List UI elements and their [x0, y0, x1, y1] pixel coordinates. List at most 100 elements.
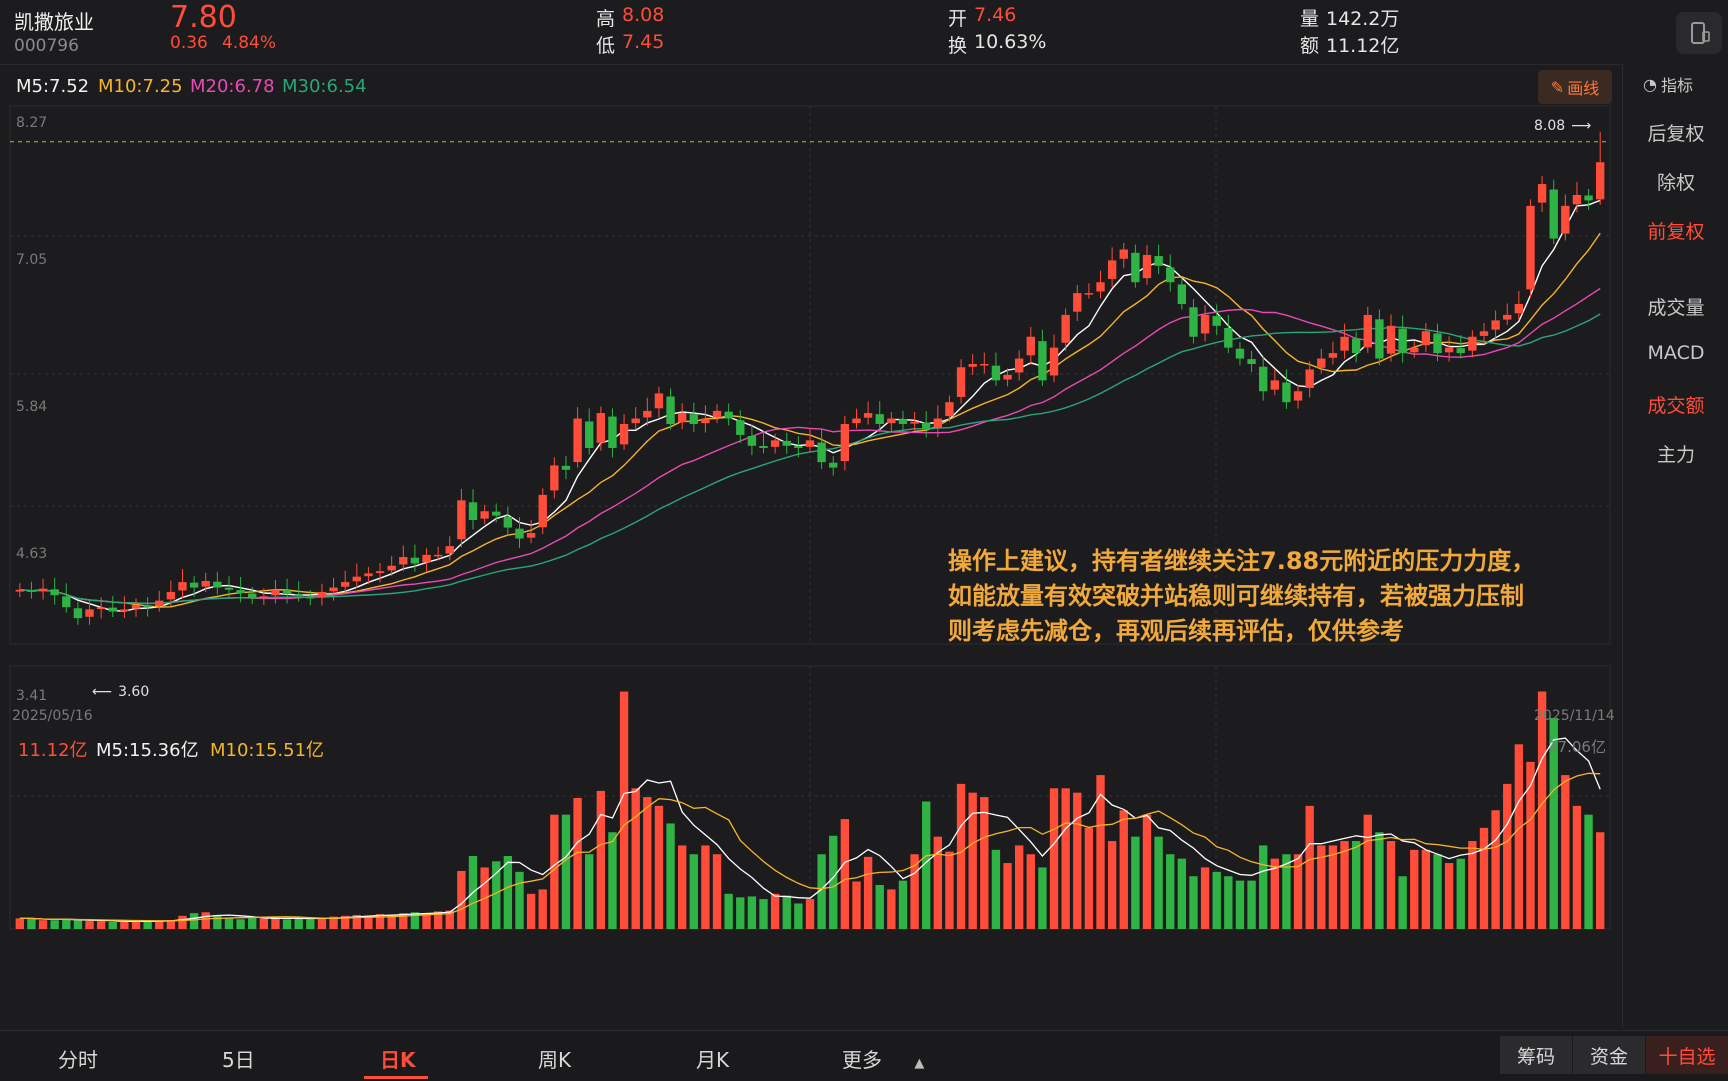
candle: [573, 418, 582, 463]
tab-more[interactable]: 更多 ▲: [842, 1048, 925, 1072]
candle: [422, 554, 431, 563]
tab-daily-k[interactable]: 日K: [380, 1048, 416, 1072]
candle: [143, 605, 152, 608]
volume-bar: [155, 921, 164, 929]
volume-bar: [1282, 854, 1291, 929]
amount-label: 额: [1300, 35, 1320, 57]
rp-item-macd[interactable]: MACD: [1647, 342, 1705, 364]
tab-5day[interactable]: 5日: [222, 1048, 255, 1072]
candle: [689, 414, 698, 424]
candle: [759, 446, 768, 448]
candle: [317, 591, 327, 598]
volume-bar: [189, 913, 199, 929]
candle: [131, 605, 141, 609]
annotation-line-3: 则考虑先减仓，再观后续再评估，仅供参考: [948, 617, 1404, 645]
candles: [15, 131, 1605, 625]
volume-bar: [1398, 876, 1407, 929]
rp-item-turnover-amount[interactable]: 成交额: [1647, 395, 1705, 417]
candle: [340, 582, 350, 587]
candle: [445, 546, 454, 554]
annotation-line-1: 操作上建议，持有者继续关注7.88元附近的压力力度，: [948, 547, 1536, 575]
chart-grid: [9, 105, 1611, 930]
kline-chart[interactable]: [0, 96, 1622, 1030]
volume-bar: [852, 881, 861, 929]
candle: [282, 590, 292, 595]
rp-item-volume[interactable]: 成交量: [1647, 297, 1705, 319]
tab-monthly-k[interactable]: 月K: [696, 1048, 730, 1072]
vol-ma5-legend: M5:15.36亿: [96, 740, 199, 761]
landscape-toggle-button[interactable]: [1676, 12, 1722, 54]
high-value: 8.08: [622, 4, 665, 26]
min-price-marker: ⟵ 3.60: [92, 684, 150, 700]
candle: [956, 367, 966, 397]
candle: [1561, 205, 1570, 234]
add-to-watchlist-button[interactable]: 十自选: [1646, 1036, 1728, 1074]
indicator-button[interactable]: ◔ 指标: [1643, 72, 1693, 96]
volume-bar: [654, 805, 664, 929]
volume-bar: [306, 919, 315, 929]
rp-item-main-force[interactable]: 主力: [1656, 444, 1695, 466]
candle: [1259, 366, 1268, 392]
candle: [387, 565, 396, 571]
candle: [747, 435, 757, 446]
draw-line-button[interactable]: ✎ 画线: [1538, 70, 1612, 104]
volume-bar: [1026, 854, 1035, 929]
analysis-annotation: 操作上建议，持有者继续关注7.88元附近的压力力度， 如能放量有效突破并站稳则可…: [948, 544, 1608, 649]
candle: [1305, 369, 1314, 388]
funds-button[interactable]: 资金: [1573, 1036, 1645, 1074]
candle: [236, 590, 245, 594]
bottom-tab-bar: [0, 1030, 1728, 1081]
volume-bar: [631, 788, 640, 929]
volume-bar: [933, 836, 943, 929]
stock-code: 000796: [14, 36, 79, 56]
volume-bar: [840, 819, 850, 929]
candle: [1317, 358, 1326, 368]
volume-bar: [1526, 761, 1535, 929]
low-label: 低: [596, 35, 616, 57]
volume-bar: [85, 921, 94, 929]
candle: [1572, 194, 1582, 205]
candle: [352, 576, 361, 582]
volume-bar: [1561, 775, 1570, 929]
candle: [1014, 358, 1024, 373]
quote-header: 凯撒旅业 000796 7.80 0.36 4.84% 高 8.08 低 7.4…: [0, 0, 1728, 65]
volume-bar: [340, 915, 350, 929]
candle: [666, 396, 675, 424]
volume-bar: [96, 921, 106, 929]
volume-bar: [271, 917, 280, 929]
right-panel: ◔ 指标 后复权 除权 前复权 成交量 MACD 成交额 主力: [1622, 64, 1728, 1028]
candle: [619, 423, 629, 445]
low-value: 7.45: [622, 31, 665, 53]
candle: [306, 596, 315, 599]
candle: [85, 609, 94, 617]
volume-bar: [922, 801, 931, 929]
candle: [1340, 336, 1349, 351]
end-date: 2025/11/14: [1534, 708, 1615, 724]
rp-item-forward-adjusted[interactable]: 前复权: [1647, 221, 1705, 243]
chips-button[interactable]: 筹码: [1500, 1036, 1572, 1074]
candle: [96, 607, 106, 610]
volume-bar: [956, 783, 966, 929]
candle: [1421, 331, 1431, 346]
tab-intraday[interactable]: 分时: [58, 1048, 98, 1072]
candle: [480, 511, 489, 519]
volume-bar: [492, 861, 501, 929]
tab-weekly-k[interactable]: 周K: [538, 1048, 572, 1072]
candle: [643, 410, 652, 418]
candle: [1003, 374, 1012, 380]
rp-item-ex-rights[interactable]: 除权: [1656, 172, 1695, 194]
candle: [1224, 328, 1233, 348]
annotation-line-2: 如能放量有效突破并站稳则可继续持有，若被强力压制: [948, 582, 1524, 610]
candle: [1514, 304, 1524, 314]
candle: [608, 416, 617, 448]
volume-bar: [712, 854, 722, 929]
candle: [875, 414, 884, 424]
gauge-icon: ◔: [1643, 74, 1657, 94]
volume-bar: [1572, 805, 1582, 929]
volume-bar: [898, 880, 908, 929]
candle: [677, 413, 687, 423]
candle: [654, 393, 664, 409]
candle: [1119, 249, 1128, 259]
volume-bar: [15, 918, 24, 929]
rp-item-back-adjusted[interactable]: 后复权: [1647, 123, 1705, 145]
